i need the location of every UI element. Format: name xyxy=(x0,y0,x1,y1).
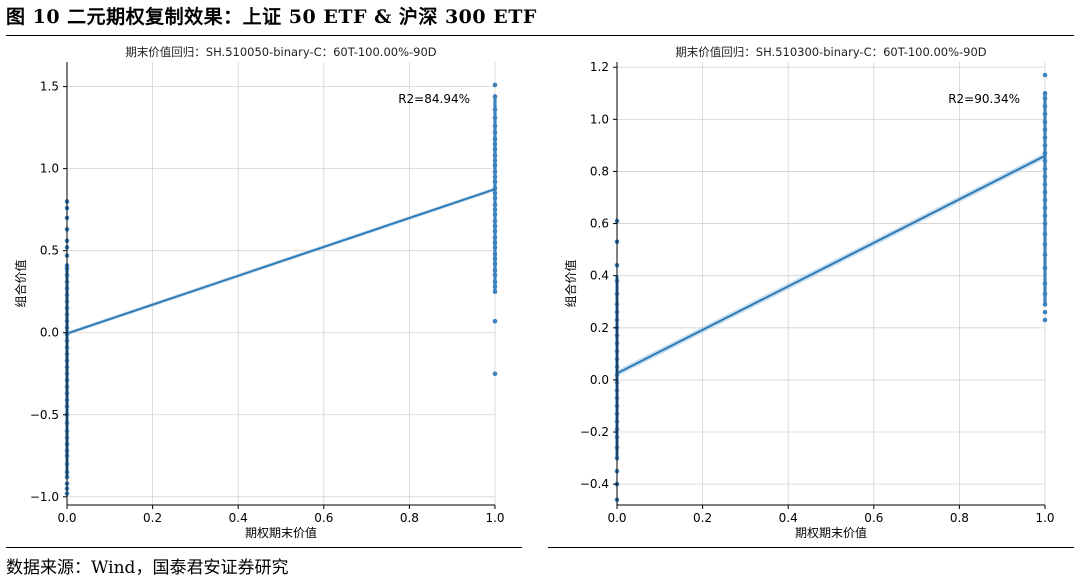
y-tick-label: 1.2 xyxy=(590,60,609,74)
x-axis-label: 期权期末价值 xyxy=(245,525,317,540)
chart-title: 期末价值回归：SH.510050-binary-C：60T-100.00%-90… xyxy=(125,45,436,59)
y-tick-label: 1.0 xyxy=(40,162,59,176)
r2-annotation: R2=84.94% xyxy=(398,92,470,106)
y-tick-label: −0.5 xyxy=(30,408,59,422)
x-tick-label: 0.4 xyxy=(779,511,798,525)
y-tick-label: 0.2 xyxy=(590,321,609,335)
y-tick-label: 1.5 xyxy=(40,80,59,94)
scatter-point xyxy=(1042,317,1048,323)
x-tick-label: 0.0 xyxy=(57,511,76,525)
y-tick-label: 0.0 xyxy=(40,326,59,340)
x-tick-label: 0.8 xyxy=(950,511,969,525)
x-axis-label: 期权期末价值 xyxy=(795,525,867,540)
x-tick-label: 1.0 xyxy=(485,511,504,525)
x-tick-label: 0.0 xyxy=(607,511,626,525)
y-axis-label: 组合价值 xyxy=(563,259,578,307)
scatter-point xyxy=(1042,309,1048,315)
x-tick-label: 0.8 xyxy=(400,511,419,525)
chart-sh510050: 期末价值回归：SH.510050-binary-C：60T-100.00%-90… xyxy=(13,45,505,540)
y-tick-label: 0.6 xyxy=(590,217,609,231)
figure-title: 图 10 二元期权复制效果：上证 50 ETF & 沪深 300 ETF xyxy=(6,6,537,28)
scatter-point xyxy=(492,371,498,377)
scatter-point xyxy=(492,318,498,324)
x-tick-label: 0.2 xyxy=(693,511,712,525)
top-rule xyxy=(6,35,1074,36)
y-tick-label: −0.2 xyxy=(580,425,609,439)
y-axis-label: 组合价值 xyxy=(13,259,28,307)
x-tick-label: 1.0 xyxy=(1035,511,1054,525)
y-tick-label: −1.0 xyxy=(30,490,59,504)
y-tick-label: −0.4 xyxy=(580,477,609,491)
chart-title: 期末价值回归：SH.510300-binary-C：60T-100.00%-90… xyxy=(675,45,986,59)
r2-annotation: R2=90.34% xyxy=(948,92,1020,106)
x-tick-label: 0.2 xyxy=(143,511,162,525)
y-tick-label: 0.0 xyxy=(590,373,609,387)
bottom-rule-left xyxy=(6,547,522,548)
x-tick-label: 0.6 xyxy=(864,511,883,525)
scatter-point xyxy=(1042,72,1048,78)
scatter-point xyxy=(492,82,498,88)
y-tick-label: 0.8 xyxy=(590,164,609,178)
x-tick-label: 0.6 xyxy=(314,511,333,525)
chart-sh510300: 期末价值回归：SH.510300-binary-C：60T-100.00%-90… xyxy=(563,45,1055,540)
bottom-rule-right xyxy=(548,547,1074,548)
y-tick-label: 0.5 xyxy=(40,244,59,258)
regression-line xyxy=(616,154,1046,375)
regression-line xyxy=(66,188,496,335)
x-tick-label: 0.4 xyxy=(229,511,248,525)
y-tick-label: 1.0 xyxy=(590,112,609,126)
y-tick-label: 0.4 xyxy=(590,269,609,283)
source-note: 数据来源：Wind，国泰君安证券研究 xyxy=(6,558,289,578)
